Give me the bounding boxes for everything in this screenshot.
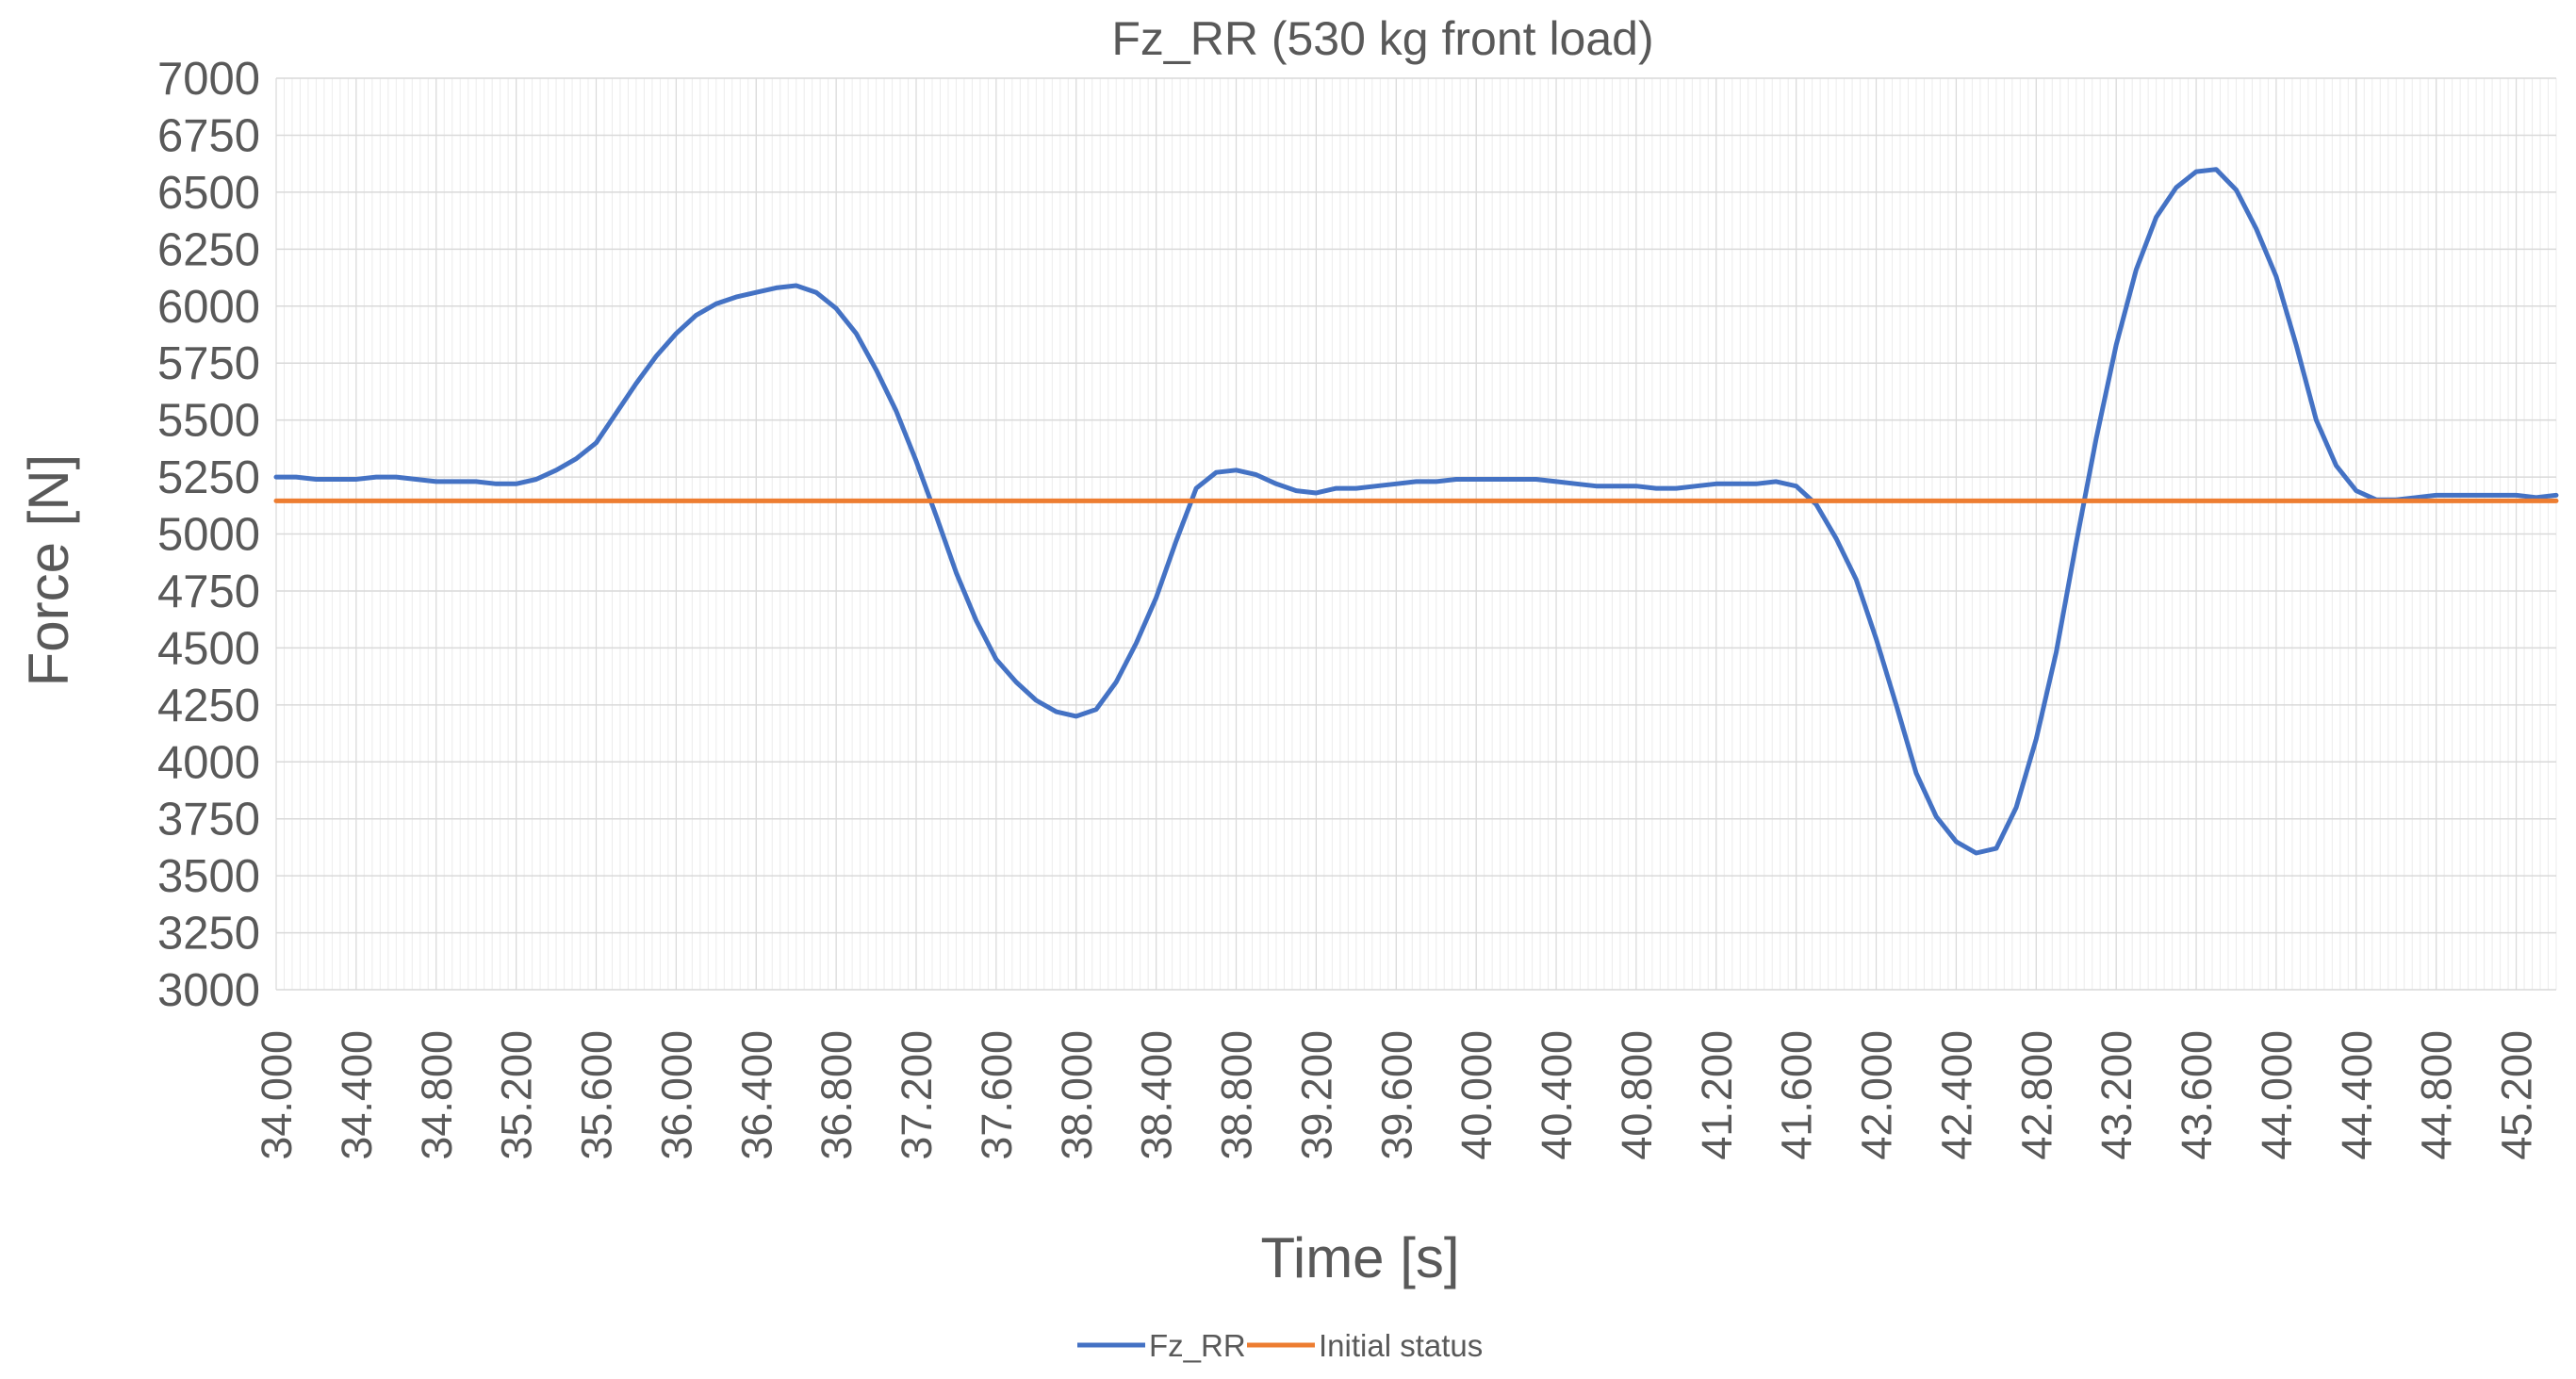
x-tick-label: 39.600 (1372, 1030, 1420, 1160)
x-tick-label: 44.000 (2253, 1030, 2301, 1160)
x-tick-label: 40.800 (1613, 1030, 1661, 1160)
x-tick-label: 42.000 (1853, 1030, 1901, 1160)
x-tick-label: 43.200 (2092, 1030, 2141, 1160)
x-tick-label: 35.200 (493, 1030, 541, 1160)
x-tick-label: 38.000 (1053, 1030, 1101, 1160)
y-tick-label: 4500 (157, 623, 260, 674)
x-tick-label: 41.200 (1693, 1030, 1741, 1160)
legend: Fz_RR Initial status (1077, 1328, 1483, 1363)
legend-label: Fz_RR (1149, 1328, 1246, 1363)
x-tick-label: 40.400 (1533, 1030, 1581, 1160)
x-tick-label: 40.000 (1452, 1030, 1501, 1160)
y-tick-label: 4250 (157, 681, 260, 731)
x-tick-label: 36.000 (652, 1030, 700, 1160)
y-tick-label: 6250 (157, 224, 260, 275)
x-tick-label: 37.200 (893, 1030, 941, 1160)
x-tick-label: 35.600 (573, 1030, 621, 1160)
x-tick-label: 34.000 (253, 1030, 301, 1160)
y-tick-label: 6500 (157, 168, 260, 219)
x-tick-label: 41.600 (1773, 1030, 1821, 1160)
y-tick-label: 3250 (157, 909, 260, 960)
x-tick-label: 38.800 (1213, 1030, 1261, 1160)
y-tick-label: 3750 (157, 795, 260, 845)
y-axis-title: Force [N] (17, 454, 80, 687)
y-tick-label: 5500 (157, 396, 260, 447)
fz-rr-line (273, 167, 2559, 856)
series-layer (273, 167, 2559, 856)
x-axis-ticks: 34.000 34.400 34.800 35.200 35.600 36.000 36.4… (253, 1030, 2541, 1160)
y-tick-label: 5750 (157, 338, 260, 389)
y-tick-label: 5000 (157, 510, 260, 561)
chart-title: Fz_RR (530 kg front load) (1111, 12, 1653, 65)
x-tick-label: 43.600 (2173, 1030, 2221, 1160)
y-tick-label: 3000 (157, 965, 260, 1016)
x-tick-label: 39.200 (1292, 1030, 1340, 1160)
x-tick-label: 45.200 (2493, 1030, 2541, 1160)
y-tick-label: 4000 (157, 737, 260, 788)
major-grid (275, 77, 2556, 991)
x-tick-label: 34.400 (333, 1030, 381, 1160)
y-tick-label: 6000 (157, 282, 260, 333)
x-tick-label: 37.600 (973, 1030, 1021, 1160)
x-tick-label: 44.800 (2413, 1030, 2461, 1160)
x-tick-label: 42.800 (2012, 1030, 2060, 1160)
y-tick-label: 4750 (157, 566, 260, 617)
x-tick-label: 42.400 (1932, 1030, 1980, 1160)
x-tick-label: 44.400 (2333, 1030, 2381, 1160)
x-tick-label: 36.400 (732, 1030, 780, 1160)
y-tick-label: 3500 (157, 851, 260, 902)
x-tick-label: 36.800 (812, 1030, 861, 1160)
x-tick-label: 38.400 (1133, 1030, 1181, 1160)
y-tick-label: 6750 (157, 110, 260, 161)
y-tick-label: 7000 (157, 54, 260, 105)
y-tick-label: 5250 (157, 452, 260, 503)
x-axis-title: Time [s] (1260, 1226, 1459, 1289)
x-tick-label: 34.800 (413, 1030, 461, 1160)
legend-label: Initial status (1319, 1328, 1483, 1363)
